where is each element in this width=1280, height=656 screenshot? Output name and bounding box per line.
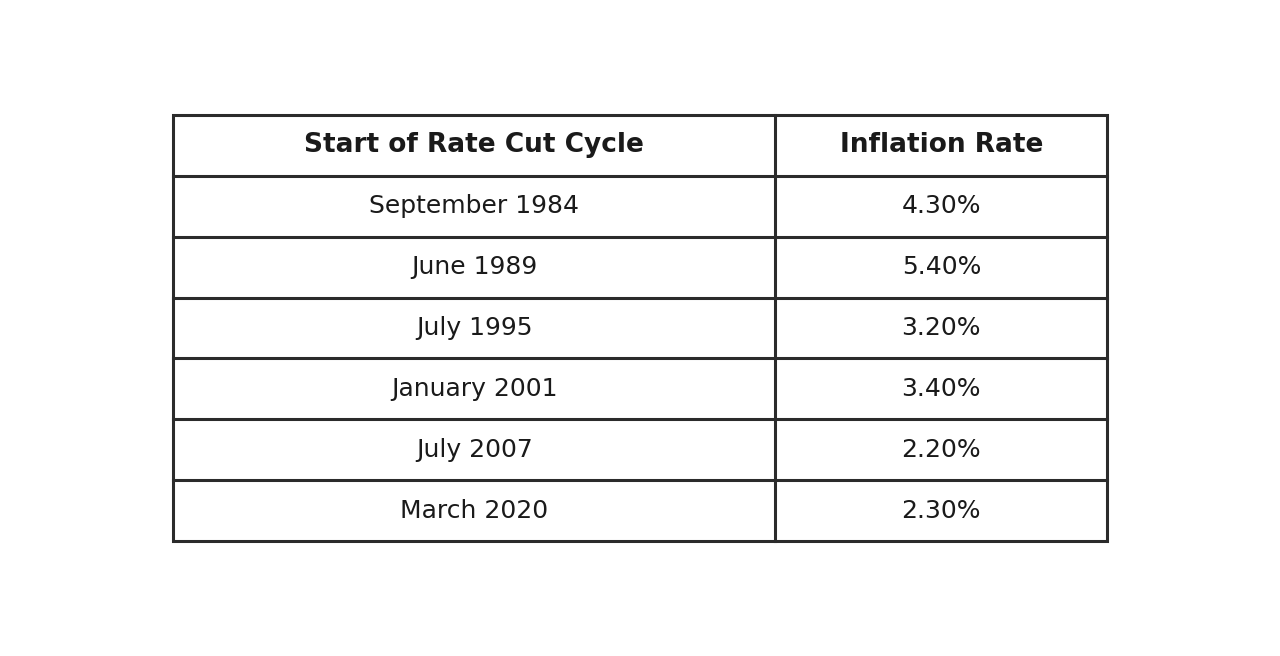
Text: 2.30%: 2.30% (901, 499, 980, 523)
Text: July 2007: July 2007 (416, 438, 532, 462)
Text: June 1989: June 1989 (411, 255, 538, 279)
Text: 4.30%: 4.30% (901, 194, 980, 218)
Text: 3.40%: 3.40% (901, 377, 980, 401)
Text: Start of Rate Cut Cycle: Start of Rate Cut Cycle (305, 133, 644, 158)
Text: September 1984: September 1984 (369, 194, 579, 218)
Text: March 2020: March 2020 (401, 499, 548, 523)
Text: 5.40%: 5.40% (901, 255, 980, 279)
Text: 3.20%: 3.20% (901, 316, 980, 340)
Text: January 2001: January 2001 (390, 377, 557, 401)
Text: 2.20%: 2.20% (901, 438, 982, 462)
Text: Inflation Rate: Inflation Rate (840, 133, 1043, 158)
Text: July 1995: July 1995 (416, 316, 532, 340)
